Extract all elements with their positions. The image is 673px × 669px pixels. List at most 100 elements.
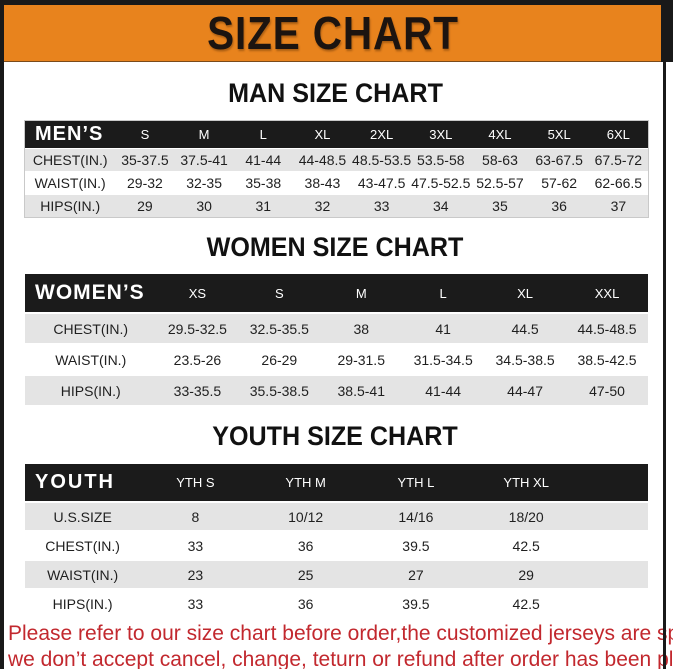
men-section-heading: MAN SIZE CHART bbox=[227, 78, 443, 108]
frame-left-border bbox=[0, 0, 4, 669]
measurement-value: 44-48.5 bbox=[292, 148, 353, 171]
youth-table-title: YOUTH bbox=[25, 464, 141, 501]
youth-hips-row: HIPS(IN.) 33 36 39.5 42.5 bbox=[25, 588, 648, 617]
measurement-value: 27 bbox=[360, 559, 472, 588]
size-header-cell: S bbox=[115, 121, 175, 148]
measurement-value: 47.5-52.5 bbox=[411, 171, 471, 194]
measurement-value: 47-50 bbox=[566, 374, 648, 405]
size-header-cell: 2XL bbox=[352, 121, 412, 148]
women-table-title: WOMEN’S bbox=[25, 274, 157, 312]
measurement-value: 41-44 bbox=[402, 374, 485, 405]
measurement-value: 10/12 bbox=[250, 501, 361, 530]
size-header-cell: XL bbox=[484, 274, 567, 312]
measurement-value: 29.5-32.5 bbox=[156, 312, 239, 343]
size-header-cell: S bbox=[238, 274, 321, 312]
measurement-value: 34.5-38.5 bbox=[484, 343, 567, 374]
youth-header-row: YOUTH YTH S YTH M YTH L YTH XL bbox=[25, 464, 648, 501]
measurement-label: U.S.SIZE bbox=[25, 501, 141, 530]
measurement-label: WAIST(IN.) bbox=[25, 559, 141, 588]
measurement-value: 41 bbox=[402, 312, 485, 343]
women-size-table: WOMEN’S XS S M L XL XXL CHEST(IN.) 29.5-… bbox=[25, 274, 648, 405]
frame-top-border bbox=[0, 0, 673, 5]
measurement-value: 30 bbox=[174, 194, 234, 217]
measurement-label: HIPS(IN.) bbox=[25, 374, 157, 405]
size-header-cell: 5XL bbox=[529, 121, 589, 148]
measurement-value: 18/20 bbox=[471, 501, 582, 530]
size-header-cell: XS bbox=[156, 274, 239, 312]
content: MAN SIZE CHART MEN’S S M L XL 2XL 3XL 4X… bbox=[4, 62, 673, 669]
women-header-row: WOMEN’S XS S M L XL XXL bbox=[25, 274, 648, 312]
measurement-value: 44.5 bbox=[484, 312, 567, 343]
youth-section-heading: YOUTH SIZE CHART bbox=[212, 421, 458, 451]
measurement-value: 29 bbox=[471, 559, 582, 588]
measurement-value: 38-43 bbox=[292, 171, 353, 194]
spacer-cell bbox=[581, 464, 648, 501]
size-header-cell: XL bbox=[292, 121, 353, 148]
measurement-value: 25 bbox=[250, 559, 361, 588]
women-hips-row: HIPS(IN.) 33-35.5 35.5-38.5 38.5-41 41-4… bbox=[25, 374, 648, 405]
men-waist-row: WAIST(IN.) 29-32 32-35 35-38 38-43 43-47… bbox=[25, 171, 648, 194]
measurement-value: 31.5-34.5 bbox=[402, 343, 485, 374]
measurement-value: 32 bbox=[292, 194, 353, 217]
measurement-value: 33 bbox=[140, 588, 251, 617]
size-header-cell: YTH XL bbox=[471, 464, 582, 501]
measurement-label: WAIST(IN.) bbox=[25, 171, 116, 194]
spacer-cell bbox=[581, 588, 648, 617]
measurement-value: 43-47.5 bbox=[352, 171, 412, 194]
measurement-value: 14/16 bbox=[360, 501, 472, 530]
banner: SIZE CHART bbox=[4, 5, 661, 62]
measurement-value: 29 bbox=[115, 194, 175, 217]
size-header-cell: XXL bbox=[566, 274, 648, 312]
measurement-value: 63-67.5 bbox=[529, 148, 589, 171]
men-chest-row: CHEST(IN.) 35-37.5 37.5-41 41-44 44-48.5… bbox=[25, 148, 648, 171]
measurement-value: 42.5 bbox=[471, 530, 582, 559]
youth-ussize-row: U.S.SIZE 8 10/12 14/16 18/20 bbox=[25, 501, 648, 530]
measurement-value: 42.5 bbox=[471, 588, 582, 617]
measurement-value: 32-35 bbox=[174, 171, 234, 194]
measurement-value: 36 bbox=[250, 588, 361, 617]
measurement-value: 58-63 bbox=[470, 148, 530, 171]
size-header-cell: 3XL bbox=[411, 121, 471, 148]
women-chest-row: CHEST(IN.) 29.5-32.5 32.5-35.5 38 41 44.… bbox=[25, 312, 648, 343]
measurement-value: 38.5-41 bbox=[320, 374, 403, 405]
page-title: SIZE CHART bbox=[206, 7, 459, 59]
measurement-value: 37 bbox=[588, 194, 648, 217]
measurement-label: CHEST(IN.) bbox=[25, 530, 141, 559]
size-header-cell: L bbox=[402, 274, 485, 312]
measurement-value: 41-44 bbox=[233, 148, 293, 171]
measurement-value: 32.5-35.5 bbox=[238, 312, 321, 343]
spacer-cell bbox=[581, 530, 648, 559]
measurement-value: 48.5-53.5 bbox=[352, 148, 412, 171]
women-waist-row: WAIST(IN.) 23.5-26 26-29 29-31.5 31.5-34… bbox=[25, 343, 648, 374]
spacer-cell bbox=[581, 559, 648, 588]
measurement-value: 67.5-72 bbox=[588, 148, 648, 171]
size-header-cell: YTH S bbox=[140, 464, 251, 501]
measurement-value: 53.5-58 bbox=[411, 148, 471, 171]
measurement-value: 39.5 bbox=[360, 588, 472, 617]
measurement-label: CHEST(IN.) bbox=[25, 148, 116, 171]
measurement-value: 33 bbox=[140, 530, 251, 559]
measurement-value: 38.5-42.5 bbox=[566, 343, 648, 374]
men-hips-row: HIPS(IN.) 29 30 31 32 33 34 35 36 37 bbox=[25, 194, 648, 217]
measurement-value: 23 bbox=[140, 559, 251, 588]
measurement-value: 31 bbox=[233, 194, 293, 217]
measurement-label: CHEST(IN.) bbox=[25, 312, 157, 343]
measurement-value: 37.5-41 bbox=[174, 148, 234, 171]
measurement-value: 35-37.5 bbox=[115, 148, 175, 171]
men-header-row: MEN’S S M L XL 2XL 3XL 4XL 5XL 6XL bbox=[25, 121, 648, 148]
measurement-value: 33 bbox=[352, 194, 412, 217]
women-section-heading: WOMEN SIZE CHART bbox=[206, 232, 464, 262]
measurement-value: 23.5-26 bbox=[156, 343, 239, 374]
measurement-value: 35.5-38.5 bbox=[238, 374, 321, 405]
measurement-label: HIPS(IN.) bbox=[25, 194, 116, 217]
measurement-value: 44-47 bbox=[484, 374, 567, 405]
measurement-value: 39.5 bbox=[360, 530, 472, 559]
measurement-value: 38 bbox=[320, 312, 403, 343]
banner-row: SIZE CHART bbox=[4, 5, 673, 62]
footer-note-line1: Please refer to our size chart before or… bbox=[8, 622, 673, 645]
size-header-cell: M bbox=[320, 274, 403, 312]
footer-note-line2: we don’t accept cancel, change, teturn o… bbox=[8, 648, 673, 669]
measurement-value: 44.5-48.5 bbox=[566, 312, 648, 343]
men-table-title: MEN’S bbox=[25, 121, 116, 148]
